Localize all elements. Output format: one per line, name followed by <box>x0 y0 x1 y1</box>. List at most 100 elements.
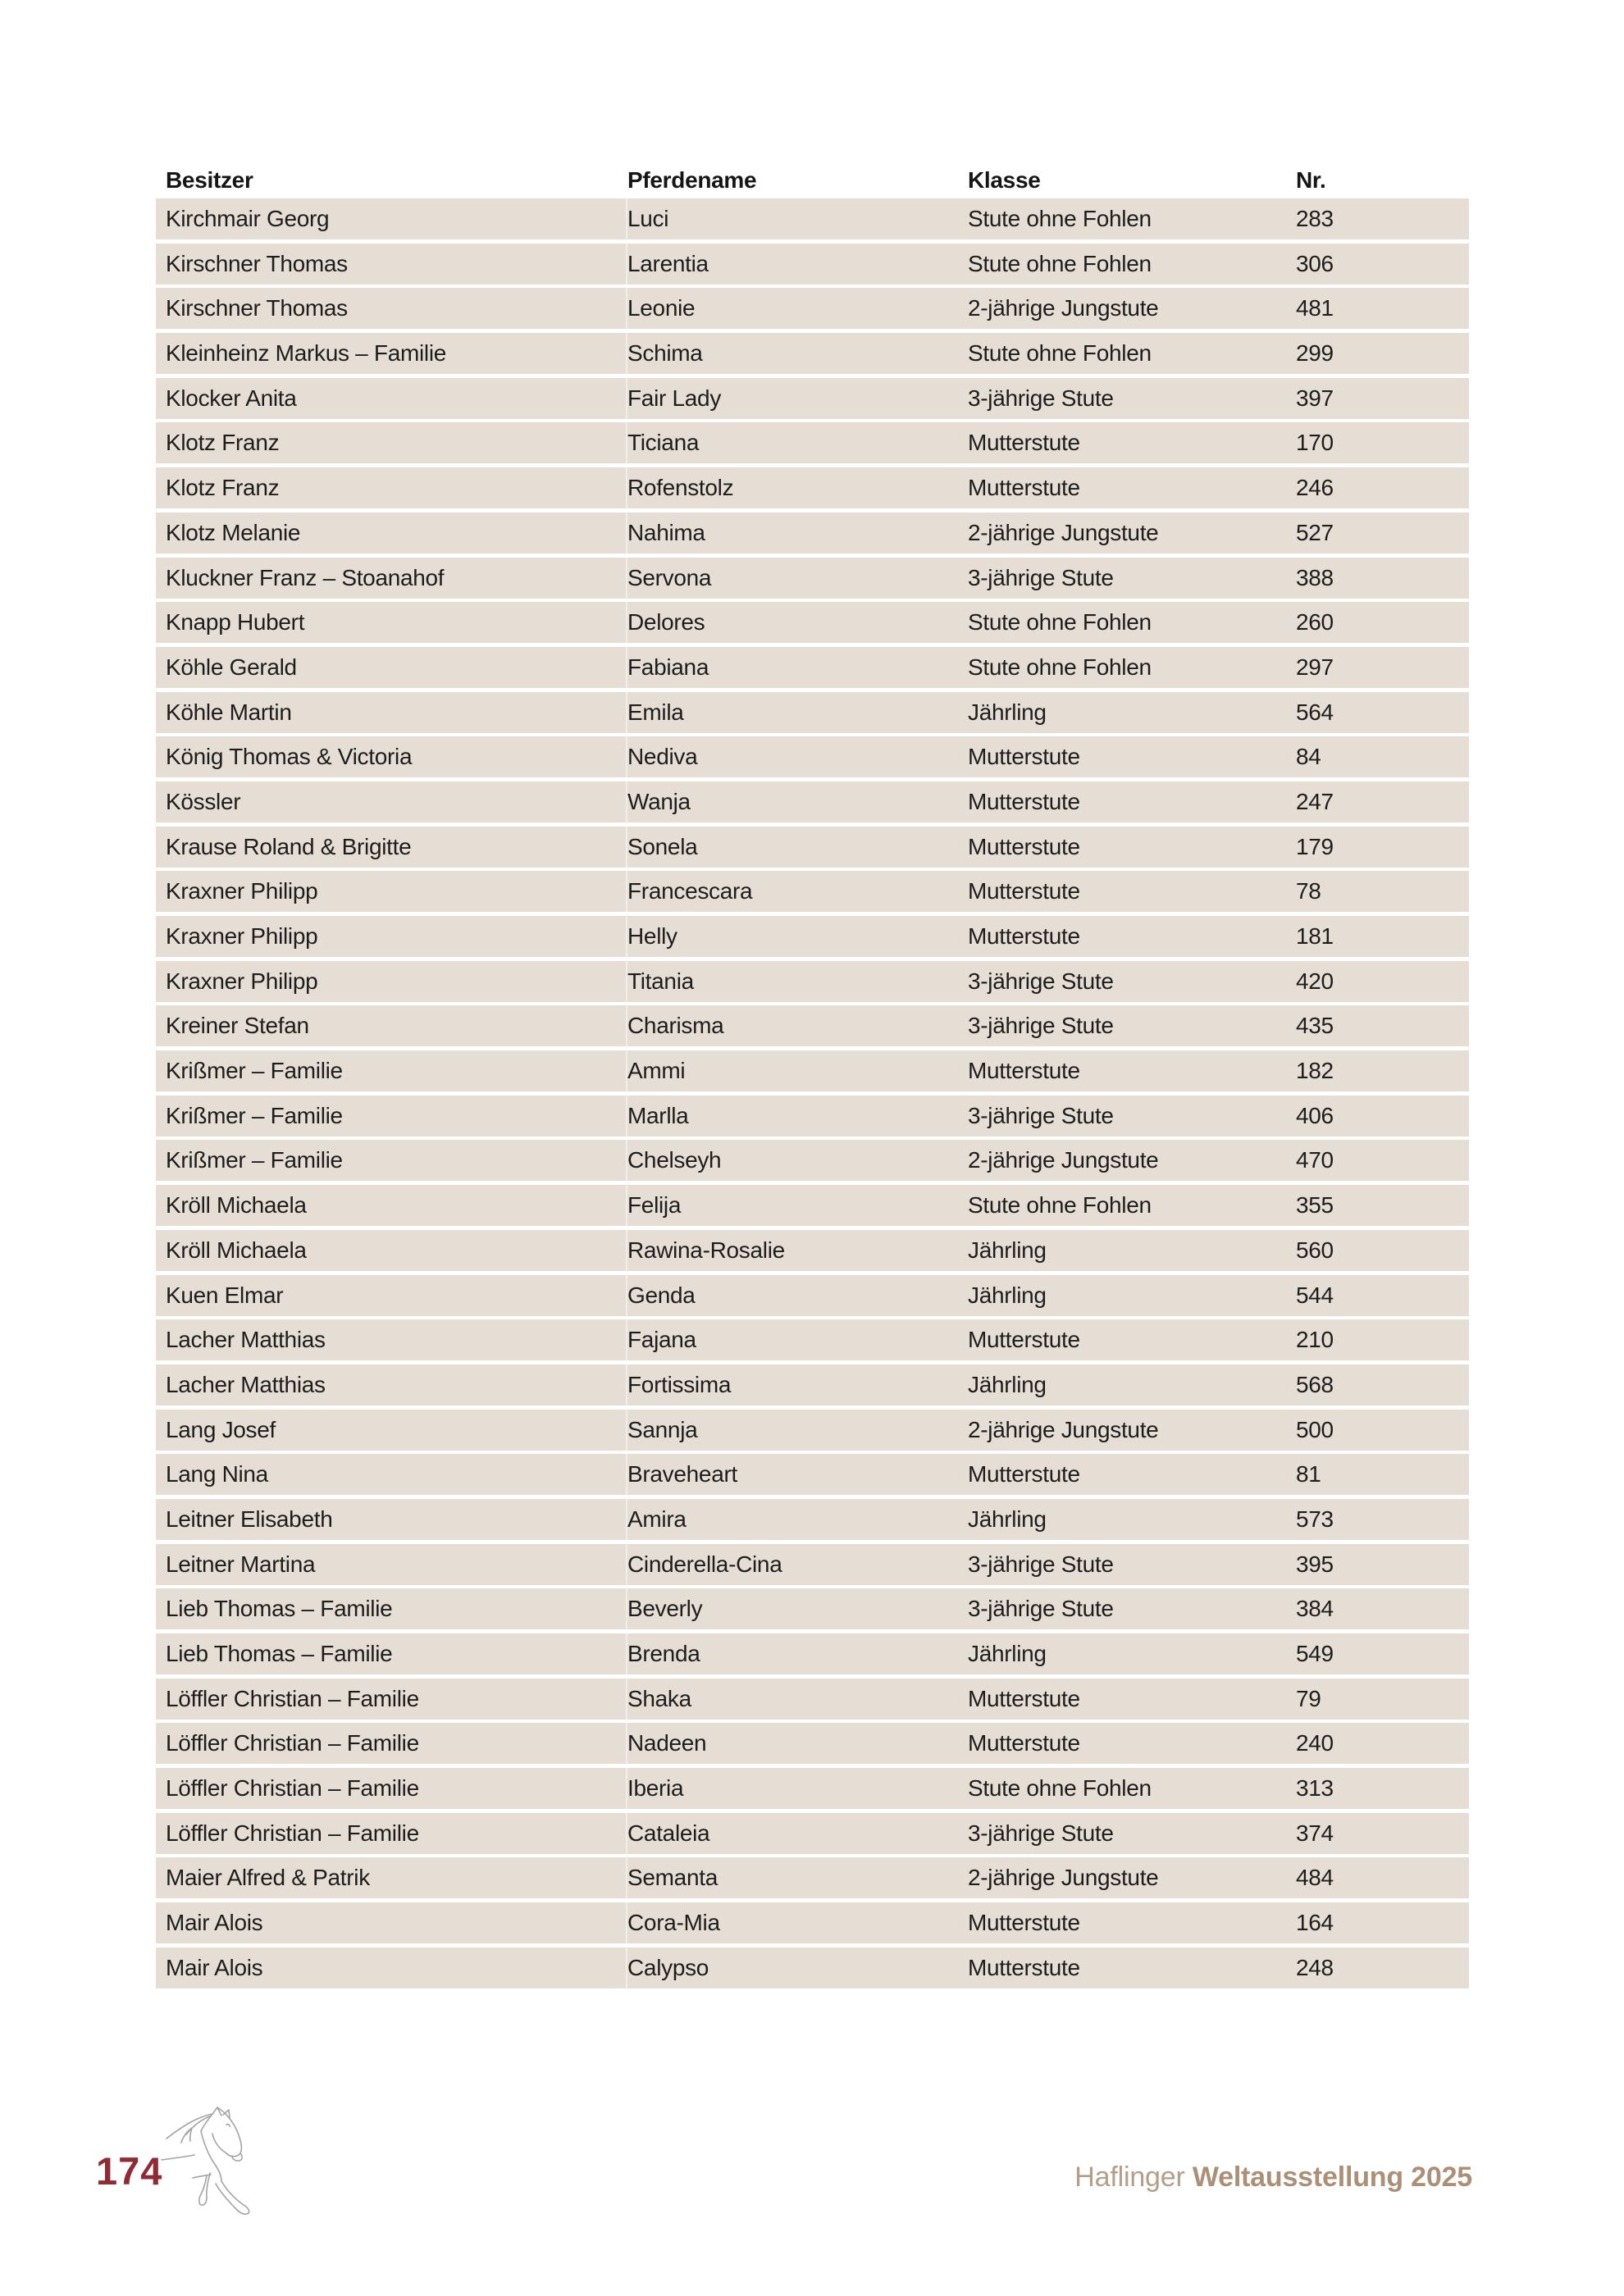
cell-nr: 306 <box>1296 250 1334 276</box>
cell-nr: 544 <box>1296 1282 1334 1308</box>
cell-pferdename: Delores <box>627 609 705 636</box>
cell-besitzer: Kröll Michaela <box>156 1185 627 1227</box>
cell-besitzer: Lieb Thomas – Familie <box>156 1588 627 1630</box>
table-row: Lacher Matthias Fortissima Jährling 568 <box>156 1364 1469 1405</box>
cell-klasse: Mutterstute <box>968 878 1080 904</box>
cell-besitzer: Lang Nina <box>156 1454 627 1496</box>
table-row: Klotz Melanie Nahima 2-jährige Jungstute 52… <box>156 512 1469 554</box>
cell-nr: 297 <box>1296 654 1334 680</box>
cell-pferdename: Fortissima <box>627 1371 732 1397</box>
cell-klasse: 3-jährige Stute <box>968 1102 1114 1128</box>
cell-nr: 397 <box>1296 385 1334 411</box>
table-row: Kössler Wanja Mutterstute 247 <box>156 781 1469 822</box>
cell-besitzer: Leitner Martina <box>156 1543 627 1585</box>
cell-klasse: 2-jährige Jungstute <box>968 1865 1159 1891</box>
cell-besitzer: Krißmer – Familie <box>156 1140 627 1182</box>
cell-besitzer: Lacher Matthias <box>156 1364 627 1405</box>
cell-nr: 240 <box>1296 1730 1334 1756</box>
cell-klasse: Jährling <box>968 699 1047 725</box>
cell-klasse: 2-jährige Jungstute <box>968 1147 1159 1173</box>
cell-klasse: Mutterstute <box>968 788 1080 814</box>
table-row: Kraxner Philipp Helly Mutterstute 181 <box>156 916 1469 957</box>
table-row: Lang Josef Sannja 2-jährige Jungstute 500 <box>156 1409 1469 1451</box>
table-row: Krause Roland & Brigitte Sonela Mutterstut… <box>156 826 1469 868</box>
cell-pferdename: Cinderella-Cina <box>627 1551 782 1577</box>
cell-besitzer: Klotz Melanie <box>156 512 627 554</box>
entries-table: Besitzer Pferdename Klasse Nr. Kirchmair… <box>156 164 1469 1988</box>
table-row: Kirschner Thomas Leonie 2-jährige Jungstut… <box>156 288 1469 330</box>
cell-besitzer: Klotz Franz <box>156 467 627 509</box>
cell-besitzer: Kröll Michaela <box>156 1229 627 1271</box>
cell-besitzer: Löffler Christian – Familie <box>156 1812 627 1854</box>
cell-pferdename: Brenda <box>627 1641 700 1666</box>
cell-klasse: 2-jährige Jungstute <box>968 295 1159 321</box>
cell-nr: 164 <box>1296 1910 1334 1936</box>
cell-nr: 260 <box>1296 609 1334 636</box>
table-row: Leitner Martina Cinderella-Cina 3-jährige … <box>156 1543 1469 1585</box>
cell-besitzer: Klocker Anita <box>156 377 627 419</box>
table-rows: Kirchmair Georg Luci Stute ohne Fohlen 283 K… <box>156 198 1469 1993</box>
cell-besitzer: Kuen Elmar <box>156 1274 627 1316</box>
table-row: König Thomas & Victoria Nediva Mutterstute… <box>156 736 1469 778</box>
cell-pferdename: Emila <box>627 699 684 725</box>
cell-pferdename: Titania <box>627 968 694 994</box>
cell-pferdename: Nediva <box>627 744 698 770</box>
table-row: Kraxner Philipp Francescara Mutterstute 78 <box>156 871 1469 913</box>
cell-pferdename: Helly <box>627 923 677 949</box>
cell-pferdename: Wanja <box>627 788 691 814</box>
table-row: Kreiner Stefan Charisma 3-jährige Stute 435 <box>156 1005 1469 1047</box>
footer-brand-light: Haflinger <box>1074 2162 1185 2193</box>
cell-klasse: Mutterstute <box>968 1058 1080 1084</box>
table-row: Löffler Christian – Familie Nadeen Mutters… <box>156 1723 1469 1765</box>
cell-pferdename: Fajana <box>627 1327 696 1353</box>
cell-klasse: Mutterstute <box>968 923 1080 949</box>
table-row: Leitner Elisabeth Amira Jährling 573 <box>156 1498 1469 1540</box>
cell-pferdename: Fair Lady <box>627 385 722 411</box>
cell-klasse: 3-jährige Stute <box>968 564 1114 590</box>
cell-besitzer: Köhle Gerald <box>156 646 627 688</box>
cell-klasse: 3-jährige Stute <box>968 968 1114 994</box>
cell-besitzer: Krause Roland & Brigitte <box>156 826 627 868</box>
cell-nr: 78 <box>1296 878 1321 904</box>
cell-klasse: Mutterstute <box>968 1730 1080 1756</box>
cell-klasse: 3-jährige Stute <box>968 385 1114 411</box>
cell-klasse: Jährling <box>968 1237 1047 1263</box>
table-row: Knapp Hubert Delores Stute ohne Fohlen 260 <box>156 602 1469 644</box>
table-row: Klocker Anita Fair Lady 3-jährige Stute 397 <box>156 377 1469 419</box>
table-row: Lieb Thomas – Familie Brenda Jährling 549 <box>156 1633 1469 1674</box>
cell-besitzer: Löffler Christian – Familie <box>156 1723 627 1765</box>
table-row: Krißmer – Familie Marlla 3-jährige Stute 40… <box>156 1095 1469 1137</box>
table-row: Kirschner Thomas Larentia Stute ohne Fohle… <box>156 243 1469 285</box>
cell-pferdename: Schima <box>627 340 703 367</box>
cell-nr: 313 <box>1296 1775 1334 1802</box>
cell-klasse: Mutterstute <box>968 1954 1080 1980</box>
cell-pferdename: Servona <box>627 564 712 590</box>
cell-besitzer: Maier Alfred & Patrik <box>156 1857 627 1899</box>
cell-klasse: Jährling <box>968 1506 1047 1532</box>
cell-nr: 560 <box>1296 1237 1334 1263</box>
cell-klasse: Stute ohne Fohlen <box>968 609 1152 636</box>
cell-besitzer: Knapp Hubert <box>156 602 627 644</box>
cell-nr: 283 <box>1296 206 1334 231</box>
table-row: Krißmer – Familie Ammi Mutterstute 182 <box>156 1050 1469 1092</box>
cell-besitzer: Köhle Martin <box>156 691 627 733</box>
cell-pferdename: Sannja <box>627 1416 698 1442</box>
cell-klasse: 2-jährige Jungstute <box>968 1416 1159 1442</box>
cell-klasse: Stute ohne Fohlen <box>968 1775 1152 1802</box>
cell-nr: 388 <box>1296 564 1334 590</box>
cell-pferdename: Genda <box>627 1282 696 1308</box>
table-row: Kirchmair Georg Luci Stute ohne Fohlen 283 <box>156 198 1469 239</box>
cell-klasse: Mutterstute <box>968 430 1080 456</box>
cell-besitzer: Lieb Thomas – Familie <box>156 1633 627 1674</box>
cell-nr: 470 <box>1296 1147 1334 1173</box>
cell-pferdename: Ammi <box>627 1058 686 1084</box>
cell-klasse: 2-jährige Jungstute <box>968 519 1159 545</box>
cell-pferdename: Braveheart <box>627 1461 737 1487</box>
table-row: Löffler Christian – Familie Shaka Mutterst… <box>156 1678 1469 1720</box>
cell-nr: 246 <box>1296 475 1334 501</box>
cell-pferdename: Shaka <box>627 1685 691 1711</box>
cell-nr: 182 <box>1296 1058 1334 1084</box>
cell-nr: 84 <box>1296 744 1321 770</box>
cell-besitzer: Kleinheinz Markus – Familie <box>156 333 627 375</box>
